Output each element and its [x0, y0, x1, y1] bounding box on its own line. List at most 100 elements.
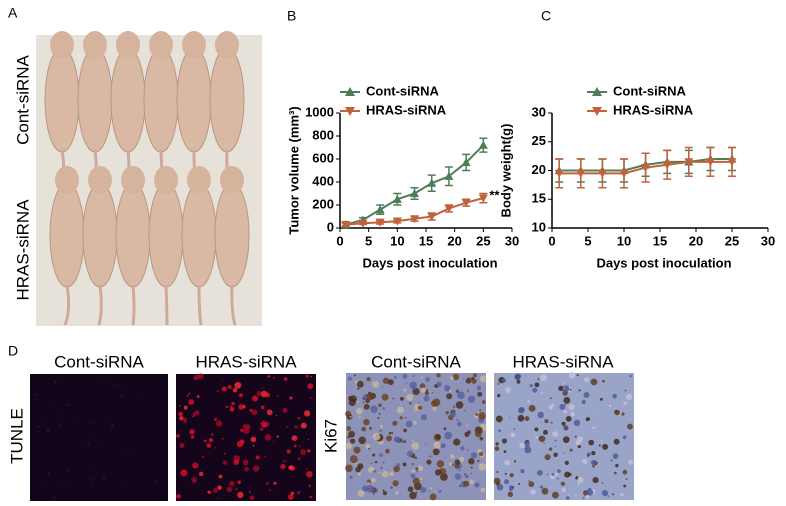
texture-dot [479, 451, 484, 457]
texture-dot [370, 462, 373, 465]
texture-dot [382, 377, 390, 384]
texture-dot [249, 495, 255, 501]
texture-dot [563, 387, 565, 389]
texture-dot [380, 466, 383, 469]
texture-dot [394, 436, 401, 443]
texture-dot [282, 407, 288, 413]
texture-dot [574, 494, 577, 497]
texture-dot [374, 460, 378, 464]
texture-dot [430, 400, 438, 407]
texture-dot [233, 459, 240, 466]
texture-dot [297, 457, 301, 461]
texture-dot [307, 383, 314, 390]
texture-dot [584, 376, 590, 383]
texture-dot [244, 467, 249, 472]
mouse-tail [97, 284, 103, 326]
texture-dot [520, 469, 525, 474]
texture-dot [183, 417, 187, 421]
data-point [461, 157, 471, 167]
texture-dot [180, 469, 188, 477]
y-tick-label: 800 [312, 127, 334, 142]
data-point [392, 217, 402, 226]
texture-dot [392, 420, 398, 426]
texture-dot [479, 409, 482, 411]
texture-dot [600, 439, 603, 442]
texture-dot [381, 386, 384, 388]
texture-dot [409, 491, 417, 500]
texture-dot [286, 425, 288, 428]
texture-dot [548, 446, 550, 448]
data-point [662, 161, 672, 170]
texture-dot [504, 472, 507, 475]
texture-dot [607, 495, 609, 497]
panel-letter: B [287, 8, 296, 24]
texture-dot [459, 470, 461, 472]
y-tick-label: 10 [532, 219, 546, 234]
y-axis-label: Body weight(g) [498, 124, 513, 218]
texture-dot [449, 462, 453, 466]
texture-dot [443, 427, 447, 431]
texture-dot [458, 456, 465, 463]
texture-dot [300, 422, 307, 429]
texture-dot [415, 467, 419, 471]
texture-dot [406, 393, 414, 401]
texture-dot [513, 460, 517, 463]
texture-dot [431, 391, 433, 394]
texture-dot [159, 415, 161, 417]
texture-dot [188, 392, 191, 395]
legend-label: Cont-siRNA [613, 83, 687, 98]
texture-dot [615, 463, 619, 468]
texture-dot [601, 482, 604, 484]
texture-dot [553, 452, 558, 458]
texture-dot [550, 421, 553, 424]
texture-dot [237, 443, 239, 445]
texture-dot [179, 442, 185, 448]
texture-dot [510, 432, 516, 438]
texture-dot [464, 473, 466, 476]
texture-dot [509, 485, 513, 489]
texture-dot [592, 443, 594, 446]
texture-dot [495, 415, 503, 423]
row-label: Ki67 [321, 419, 340, 453]
column-label: Cont-siRNA [371, 352, 461, 371]
texture-dot [412, 375, 415, 378]
texture-dot [372, 471, 374, 473]
texture-dot [569, 388, 572, 391]
texture-dot [575, 439, 581, 446]
texture-dot [365, 444, 371, 449]
texture-dot [478, 412, 486, 420]
texture-dot [358, 436, 367, 445]
texture-dot [369, 427, 372, 430]
texture-dot [541, 487, 549, 495]
texture-dot [464, 431, 470, 437]
texture-dot [419, 383, 426, 389]
texture-dot [561, 421, 566, 426]
data-point [410, 189, 420, 198]
texture-dot [385, 448, 390, 454]
data-point [375, 218, 385, 227]
y-tick-label: 400 [312, 173, 334, 188]
texture-dot [415, 491, 418, 494]
texture-dot [240, 428, 244, 432]
texture-dot [446, 393, 453, 400]
x-tick-label: 25 [725, 233, 739, 248]
series-line [345, 144, 485, 226]
mouse [115, 182, 151, 288]
texture-dot [524, 446, 532, 454]
texture-dot [67, 469, 70, 472]
mice [44, 31, 250, 326]
mouse-head [215, 31, 239, 59]
texture-dot [432, 406, 437, 411]
texture-dot [420, 376, 423, 380]
texture-dot [137, 392, 139, 394]
texture-dot [392, 397, 395, 400]
texture-dot [457, 391, 465, 400]
texture-dot [303, 410, 311, 417]
data-point [478, 140, 488, 149]
texture-dot [568, 493, 570, 496]
texture-dot [444, 431, 452, 440]
texture-dot [39, 419, 42, 421]
texture-dot [286, 449, 291, 454]
texture-dot [225, 405, 229, 409]
texture-dot [462, 378, 465, 380]
